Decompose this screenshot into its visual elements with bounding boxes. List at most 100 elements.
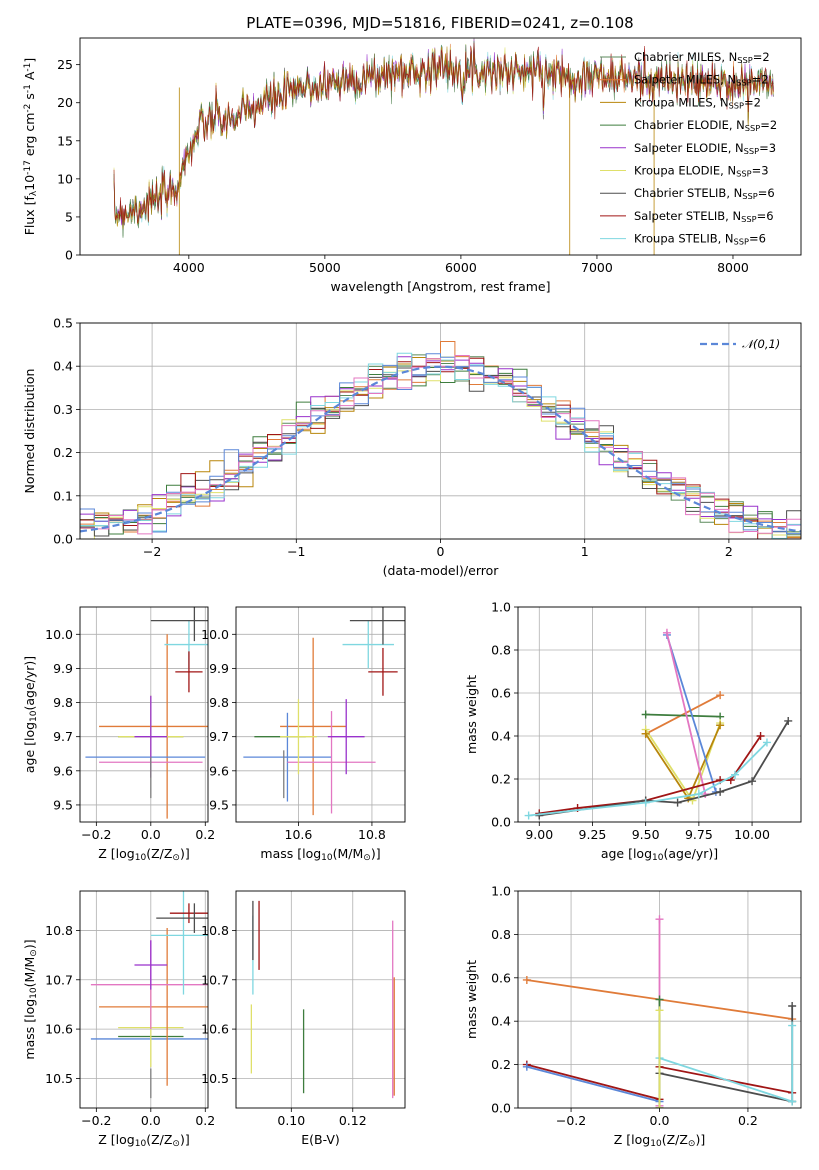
- legend-label: 𝒩(0,1): [742, 337, 780, 351]
- series-line: [645, 713, 721, 718]
- x-tick-label: 4000: [173, 260, 205, 275]
- point-marker: [756, 732, 765, 740]
- x-tick-label: 0.0: [141, 827, 161, 842]
- x-tick-label: 0.12: [339, 1113, 367, 1128]
- plot-area-residuals: [80, 341, 801, 539]
- axes-mass-vs-Z: −0.2 0.0 0.2 10.5 10.6 10.7 10.8 Z [log10(Z/Z⊙)…: [22, 890, 215, 1149]
- x-tick-label: 10.00: [734, 827, 770, 842]
- x-tick-label: 0.10: [277, 1113, 305, 1128]
- axes-frame: [79, 606, 209, 823]
- plot-area-mass-vs-EBV: [250, 900, 395, 1099]
- x-tick-label: 9.50: [632, 827, 660, 842]
- y-tick-label: 0.8: [491, 643, 511, 658]
- point-marker: [655, 995, 664, 1004]
- y-tick-label: 25: [57, 57, 73, 72]
- x-tick-label: 0.0: [650, 1113, 670, 1128]
- y-tick-label: 0.2: [53, 445, 73, 460]
- legend-label: Kroupa ELODIE, NSSP=3: [634, 164, 769, 179]
- line-series: [655, 1021, 797, 1106]
- axes-age-vs-Z: −0.2 0.0 0.2 9.5 9.6 9.7 9.8 9.9 10.0 Z [log10(Z/…: [22, 606, 215, 863]
- y-tick-label: 0.4: [491, 729, 511, 744]
- point-marker: [522, 1062, 531, 1071]
- y-tick-label: 0.6: [491, 686, 511, 701]
- spectrum-line: [113, 42, 774, 225]
- y-tick-label: 9.7: [209, 729, 229, 744]
- legend-label: Kroupa STELIB, NSSP=6: [634, 232, 766, 247]
- y-tick-label: 0.4: [53, 359, 73, 374]
- legend-label: Chabrier ELODIE, NSSP=2: [634, 118, 777, 133]
- axes-frame: [235, 606, 406, 823]
- point-marker: [748, 777, 757, 786]
- axes-frame: [79, 37, 802, 256]
- line-series: [655, 1006, 664, 1108]
- y-tick-label: 10: [57, 171, 73, 186]
- point-marker: [535, 811, 544, 820]
- x-axis-label: Z [log10(Z/Z⊙)]: [98, 1132, 189, 1149]
- plot-area-massweight-vs-age: [524, 628, 793, 820]
- point-marker: [641, 710, 650, 719]
- legend-label: Salpeter MILES, NSSP=2: [634, 73, 769, 88]
- line-series: [641, 710, 725, 721]
- axes-frame: [79, 890, 209, 1109]
- x-tick-label: 2: [725, 544, 733, 559]
- y-tick-label: 0.4: [491, 1014, 511, 1029]
- x-tick-label: 0.2: [195, 1113, 215, 1128]
- errorbar-point: [150, 891, 208, 995]
- series-line: [539, 720, 789, 817]
- errorbar-point: [368, 647, 398, 696]
- y-tick-label: 0.5: [53, 316, 73, 331]
- y-tick-label: 1.0: [491, 600, 511, 615]
- legend: Chabrier MILES, NSSP=2 Salpeter MILES, NS…: [600, 50, 777, 247]
- histogram-series: [80, 357, 801, 539]
- errorbar-point: [99, 634, 208, 819]
- point-marker: [788, 1021, 797, 1030]
- y-tick-label: 9.5: [209, 797, 229, 812]
- spectrum-line: [113, 38, 774, 233]
- x-tick-label: 8000: [717, 260, 749, 275]
- axes-age-vs-mass: 10.6 10.8 9.5 9.6 9.7 9.8 9.9 10.0 mass [log10(M…: [201, 606, 406, 863]
- errorbar-point: [99, 927, 208, 1086]
- y-tick-label: 0.0: [53, 532, 73, 547]
- errorbar-point: [280, 637, 347, 816]
- point-marker: [694, 790, 703, 799]
- y-tick-label: 9.5: [53, 797, 73, 812]
- y-axis-label: Normed distribution: [22, 369, 37, 494]
- histogram-series: [80, 355, 801, 535]
- point-marker: [716, 721, 725, 730]
- point-marker: [641, 798, 650, 807]
- y-tick-label: 10.0: [45, 627, 73, 642]
- errorbar-point: [349, 607, 405, 645]
- axes-mass-vs-EBV: 0.10 0.12 10.5 10.6 10.7 10.8 E(B-V): [201, 890, 406, 1147]
- point-marker: [655, 1006, 664, 1015]
- y-tick-label: 0: [65, 248, 73, 263]
- point-marker: [788, 1097, 797, 1106]
- line-series: [641, 721, 725, 803]
- plot-area-massweight-vs-Z: [522, 915, 797, 1108]
- y-tick-label: 10.6: [201, 1022, 229, 1037]
- x-tick-label: 9.25: [579, 827, 607, 842]
- x-tick-label: 0.2: [738, 1113, 758, 1128]
- y-tick-label: 10.7: [45, 972, 73, 987]
- point-marker: [688, 796, 697, 805]
- plot-area-age-vs-Z: [85, 607, 208, 819]
- errorbar-point: [287, 711, 376, 814]
- errorbar-point: [169, 903, 208, 924]
- series-line: [666, 634, 717, 793]
- y-tick-label: 1.0: [491, 884, 511, 899]
- x-tick-label: 0: [437, 544, 445, 559]
- errorbar-point: [280, 699, 317, 775]
- point-marker: [522, 975, 531, 984]
- x-tick-label: −0.2: [81, 1113, 111, 1128]
- axes-frame: [79, 322, 802, 540]
- y-tick-label: 0.1: [53, 488, 73, 503]
- series-line: [659, 1025, 794, 1103]
- y-tick-label: 0.8: [491, 927, 511, 942]
- errorbar-point: [156, 903, 208, 933]
- x-axis-label: wavelength [Angstrom, rest frame]: [330, 279, 550, 294]
- y-tick-label: 5: [65, 209, 73, 224]
- line-series: [524, 738, 771, 820]
- x-axis-label: E(B-V): [301, 1132, 340, 1147]
- spectrum-line: [113, 38, 774, 231]
- y-tick-label: 10.5: [201, 1071, 229, 1086]
- y-tick-label: 0.0: [491, 815, 511, 830]
